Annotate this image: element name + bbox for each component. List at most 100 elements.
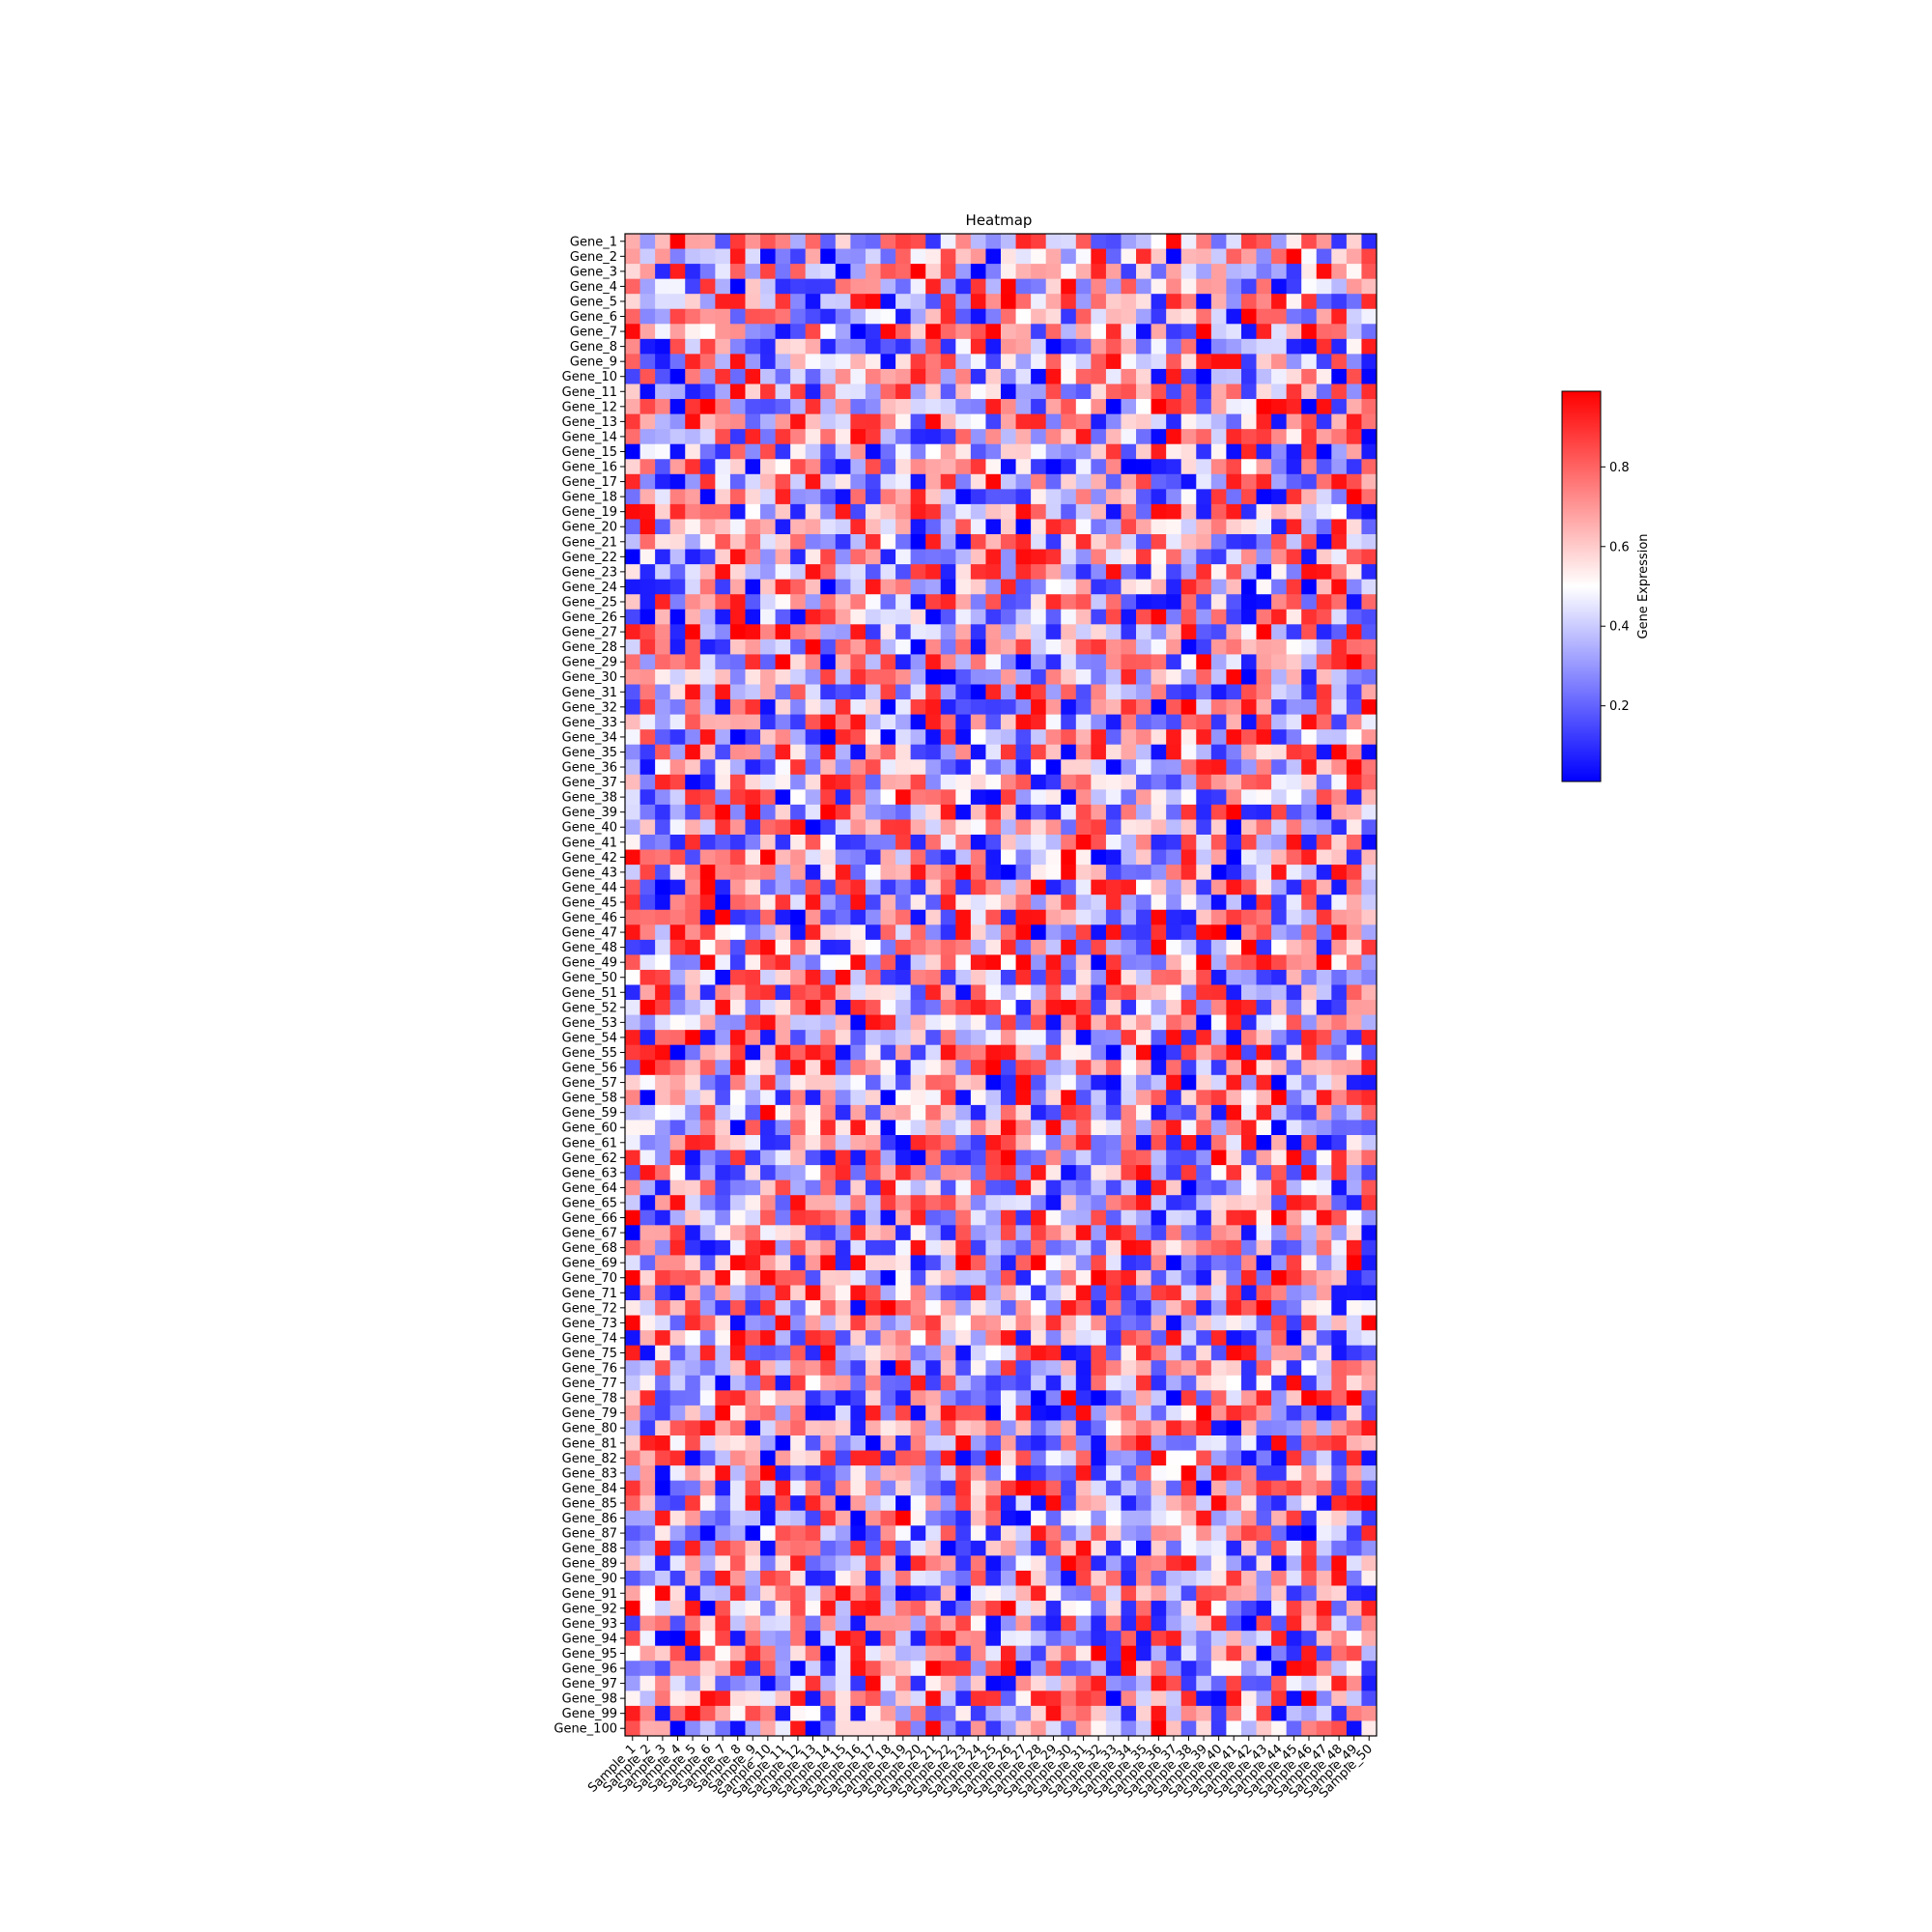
- heatmap-cell: [655, 1195, 671, 1211]
- heatmap-cell: [805, 264, 821, 280]
- heatmap-cell: [895, 1465, 912, 1482]
- heatmap-cell: [775, 1435, 791, 1451]
- heatmap-cell: [1075, 1000, 1092, 1015]
- heatmap-cell: [1031, 984, 1047, 1001]
- heatmap-cell: [1166, 384, 1182, 400]
- heatmap-cell: [1105, 443, 1122, 460]
- heatmap-cell: [910, 1330, 926, 1347]
- heatmap-cell: [775, 459, 791, 475]
- heatmap-cell: [1226, 354, 1242, 370]
- heatmap-cell: [1286, 1345, 1302, 1361]
- heatmap-cell: [820, 759, 837, 776]
- heatmap-cell: [1331, 549, 1348, 565]
- heatmap-cell: [805, 668, 821, 685]
- heatmap-cell: [729, 909, 746, 925]
- heatmap-cell: [970, 714, 986, 730]
- heatmap-cell: [805, 443, 821, 460]
- heatmap-cell: [639, 1405, 656, 1421]
- heatmap-cell: [940, 1315, 956, 1331]
- heatmap-cell: [1121, 459, 1137, 475]
- heatmap-cell: [1361, 1375, 1378, 1391]
- heatmap-cell: [865, 564, 881, 581]
- heatmap-cell: [790, 909, 807, 925]
- heatmap-cell: [895, 1000, 912, 1015]
- heatmap-cell: [1166, 879, 1182, 895]
- heatmap-cell: [1105, 729, 1122, 746]
- heatmap-cell: [715, 473, 731, 490]
- heatmap-cell: [625, 639, 640, 655]
- heatmap-cell: [1346, 865, 1362, 881]
- heatmap-cell: [1075, 384, 1092, 400]
- heatmap-cell: [625, 1074, 640, 1091]
- heatmap-cell: [1316, 1390, 1332, 1406]
- heatmap-cell: [745, 1360, 761, 1377]
- heatmap-cell: [745, 1631, 761, 1647]
- heatmap-cell: [835, 1601, 851, 1616]
- heatmap-cell: [1045, 1330, 1062, 1347]
- heatmap-cell: [1045, 1255, 1062, 1271]
- heatmap-cell: [775, 1480, 791, 1496]
- heatmap-cell: [760, 1435, 776, 1451]
- heatmap-cell: [1256, 895, 1272, 911]
- heatmap-cell: [729, 1540, 746, 1556]
- heatmap-cell: [835, 1360, 851, 1377]
- heatmap-cell: [1151, 804, 1167, 820]
- heatmap-cell: [1015, 1645, 1032, 1662]
- heatmap-cell: [1151, 489, 1167, 505]
- heatmap-cell: [970, 234, 986, 249]
- heatmap-cell: [1105, 1000, 1122, 1015]
- heatmap-cell: [625, 1661, 640, 1677]
- heatmap-cell: [775, 278, 791, 295]
- heatmap-cell: [625, 1255, 640, 1271]
- heatmap-cell: [669, 1495, 686, 1512]
- heatmap-cell: [1001, 1420, 1016, 1436]
- heatmap-cell: [655, 354, 671, 370]
- heatmap-cell: [685, 1690, 701, 1707]
- heatmap-cell: [1031, 534, 1047, 550]
- heatmap-cell: [1075, 248, 1092, 265]
- heatmap-cell: [850, 1315, 867, 1331]
- heatmap-cell: [699, 895, 716, 911]
- heatmap-cell: [1301, 1420, 1318, 1436]
- heatmap-cell: [775, 1255, 791, 1271]
- heatmap-cell: [699, 1540, 716, 1556]
- heatmap-cell: [1331, 1195, 1348, 1211]
- heatmap-cell: [850, 413, 867, 430]
- heatmap-cell: [1031, 774, 1047, 790]
- heatmap-cell: [805, 1209, 821, 1226]
- heatmap-cell: [925, 1615, 942, 1632]
- heatmap-cell: [1240, 1255, 1257, 1271]
- heatmap-cell: [625, 399, 640, 414]
- heatmap-cell: [1331, 639, 1348, 655]
- heatmap-cell: [1166, 804, 1182, 820]
- heatmap-cell: [1136, 1540, 1151, 1556]
- heatmap-cell: [1105, 1540, 1122, 1556]
- heatmap-cell: [1210, 459, 1227, 475]
- heatmap-cell: [1256, 939, 1272, 955]
- heatmap-cell: [940, 699, 956, 715]
- heatmap-cell: [639, 1705, 656, 1721]
- heatmap-cell: [985, 639, 1002, 655]
- heatmap-cell: [1346, 1661, 1362, 1677]
- heatmap-cell: [699, 519, 716, 535]
- heatmap-cell: [1031, 1450, 1047, 1466]
- heatmap-cell: [970, 1225, 986, 1241]
- heatmap-cell: [1045, 1225, 1062, 1241]
- heatmap-cell: [639, 294, 656, 310]
- heatmap-cell: [1286, 1269, 1302, 1286]
- heatmap-cell: [1015, 759, 1032, 776]
- heatmap-cell: [895, 1179, 912, 1196]
- heatmap-cell: [639, 668, 656, 685]
- heatmap-cell: [760, 1375, 776, 1391]
- heatmap-cell: [699, 804, 716, 820]
- heatmap-cell: [699, 969, 716, 985]
- heatmap-cell: [715, 1720, 731, 1737]
- heatmap-cell: [715, 969, 731, 985]
- heatmap-cell: [925, 399, 942, 414]
- heatmap-cell: [1196, 1705, 1212, 1721]
- heatmap-cell: [1031, 368, 1047, 384]
- heatmap-cell: [1180, 384, 1197, 400]
- heatmap-cell: [669, 264, 686, 280]
- heatmap-cell: [1001, 1540, 1016, 1556]
- heatmap-cell: [880, 1090, 896, 1106]
